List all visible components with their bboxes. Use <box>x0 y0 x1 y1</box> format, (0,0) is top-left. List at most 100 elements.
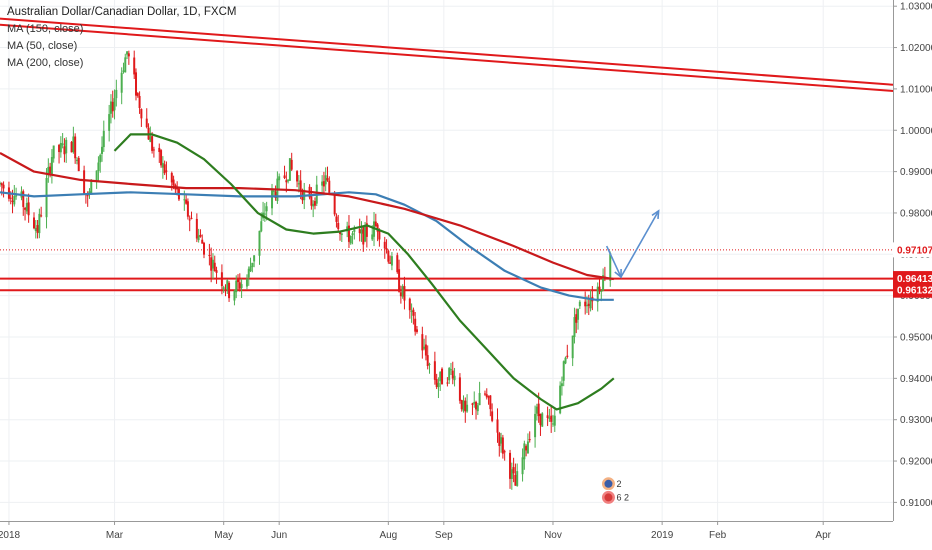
candle <box>152 146 155 158</box>
candle <box>220 264 223 295</box>
candle <box>376 222 379 242</box>
candle <box>351 230 354 245</box>
candle <box>22 189 25 216</box>
candle <box>464 397 467 423</box>
candle <box>489 395 492 417</box>
candle <box>237 274 240 291</box>
y-tick-label: 1.02000 <box>900 43 932 54</box>
candle <box>453 367 456 387</box>
candle <box>466 394 469 413</box>
candle <box>136 92 139 98</box>
current-price-label[interactable]: 0.97107 <box>893 242 932 258</box>
projection-arrow-up[interactable] <box>620 210 660 278</box>
candle <box>575 308 578 334</box>
candle <box>247 266 250 286</box>
candle <box>7 181 10 202</box>
candle <box>195 213 198 243</box>
candle <box>299 170 302 200</box>
candle <box>423 338 426 351</box>
candle <box>566 344 569 359</box>
event-flag-icon[interactable]: 2 <box>600 476 621 492</box>
candle <box>33 212 36 230</box>
candle <box>63 138 66 163</box>
candle <box>362 225 365 252</box>
time-axis[interactable] <box>0 521 932 550</box>
x-tick-label: Nov <box>544 530 562 541</box>
level-price-label[interactable]: 0.96413 <box>893 271 932 287</box>
ma-50-line[interactable] <box>113 133 615 411</box>
candle <box>390 252 393 271</box>
candle <box>414 312 417 336</box>
candle <box>315 175 318 207</box>
candle <box>97 156 100 182</box>
candle <box>109 94 112 124</box>
candle <box>541 412 544 427</box>
event-flag-icon[interactable]: 6 2 <box>600 489 629 505</box>
candle <box>74 133 77 164</box>
ma-200-line[interactable] <box>0 152 614 281</box>
candle <box>433 351 436 385</box>
candle <box>40 206 43 218</box>
candle <box>263 203 266 222</box>
candle <box>475 400 478 420</box>
candle <box>503 449 506 461</box>
candle <box>2 181 5 198</box>
projection-arrow-down[interactable] <box>605 245 622 278</box>
trendline[interactable] <box>0 17 894 86</box>
candle <box>25 197 28 215</box>
candle <box>458 373 461 404</box>
candle <box>500 432 503 453</box>
candle <box>550 405 553 433</box>
candle <box>358 218 361 242</box>
x-tick-label: Sep <box>435 530 453 541</box>
candle <box>101 136 104 162</box>
moving-averages <box>0 133 615 411</box>
candle <box>424 335 427 361</box>
candle <box>473 391 476 408</box>
candle <box>235 275 238 299</box>
candle <box>399 285 402 304</box>
level-price-label[interactable]: 0.96132 <box>893 282 932 298</box>
candle <box>596 282 599 312</box>
candle <box>560 376 563 396</box>
candle <box>313 197 316 210</box>
projection-arrow-up-head <box>651 209 660 219</box>
candle <box>496 408 499 443</box>
candle <box>138 91 141 114</box>
candle <box>446 377 449 387</box>
symbol-title[interactable]: Australian Dollar/Canadian Dollar, 1D, F… <box>7 6 237 18</box>
event-count: 2 <box>616 479 621 489</box>
candle <box>190 211 193 220</box>
candle <box>398 259 401 293</box>
candle <box>389 255 392 264</box>
candle <box>514 463 517 486</box>
indicator-ma-200[interactable]: MA (200, close) <box>7 57 84 69</box>
candle <box>226 279 229 294</box>
candle <box>548 408 551 422</box>
candle <box>326 166 329 182</box>
candle <box>233 289 236 306</box>
candle <box>589 290 592 312</box>
candle <box>245 274 248 290</box>
candle <box>199 229 202 238</box>
y-tick-label: 1.03000 <box>900 2 932 13</box>
candle <box>577 308 580 330</box>
candle <box>215 266 218 284</box>
candle <box>412 307 415 325</box>
candle <box>498 431 501 457</box>
candle <box>512 457 515 483</box>
ma-150-line[interactable] <box>0 191 614 301</box>
candle <box>526 433 529 454</box>
candle <box>335 213 338 228</box>
candle <box>322 171 325 196</box>
trendline[interactable] <box>0 23 894 92</box>
indicator-ma-150[interactable]: MA (150, close) <box>7 23 84 35</box>
candle <box>228 281 231 302</box>
candle <box>471 402 474 416</box>
indicator-ma-50[interactable]: MA (50, close) <box>7 40 78 52</box>
